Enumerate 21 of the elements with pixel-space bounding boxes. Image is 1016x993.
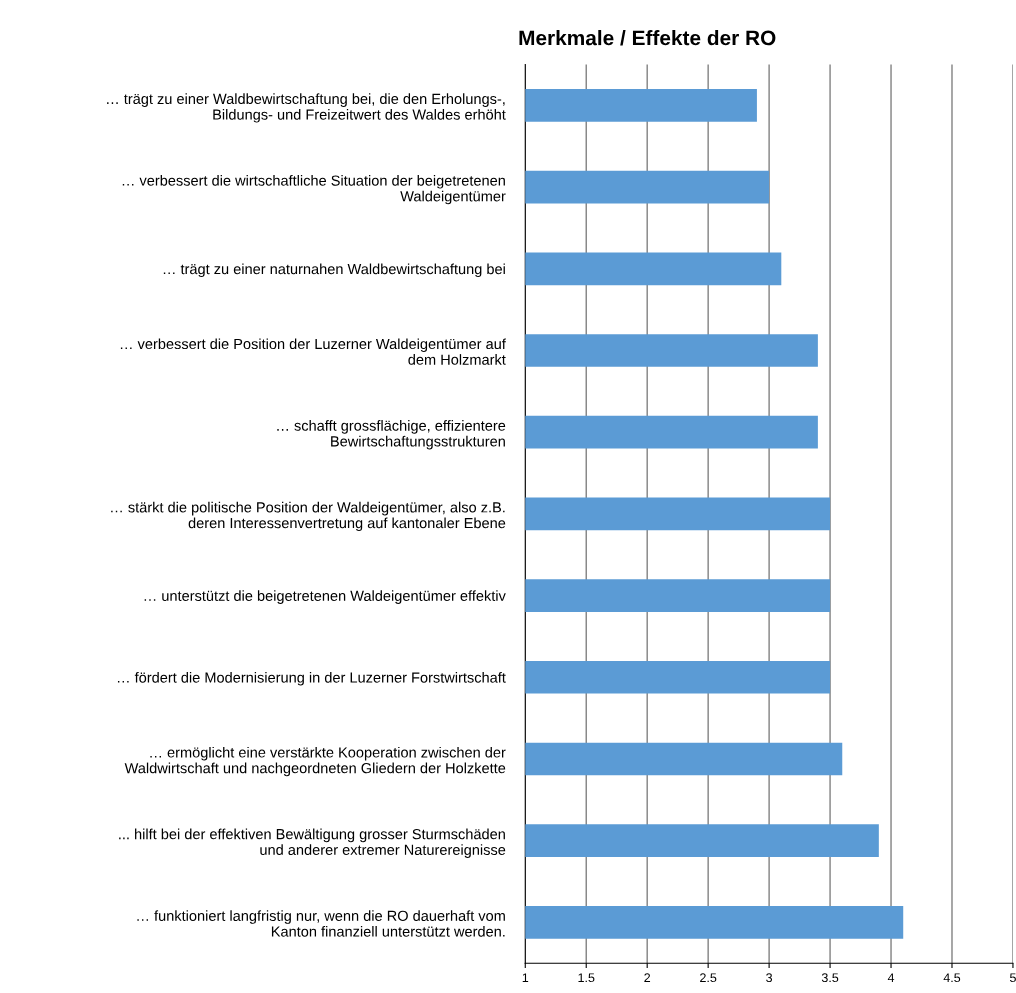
x-tick-label: 2 [644,973,651,982]
y-tick-label: … trägt zu einer Waldbewirtschaftung bei, die den Erholungs-, Bildungs- und Freizeitwert des Waldes erhöht [107,93,506,123]
x-tick-label: 3 [766,973,773,983]
y-tick-label: … verbessert die wirtschaftliche Situation der beigetretenen Waldeigentümer [122,175,506,205]
x-tick-label: 1 [522,973,529,982]
x-tick-label: 3.5 [821,973,839,983]
x-tick-label: 1.5 [578,973,595,983]
y-tick-label: … stärkt die politische Position der Waldeigentümer, also z.B. deren Interessenvertretung auf kantonaler Ebene [111,501,506,532]
y-tick-label: … ermöglicht eine verstärkte Kooperation zwischen der Waldwirtschaft und nachgeordneten Gliedern der Holzkette [124,746,506,777]
y-tick-label: … schafft grossflächige, effizientere Bewirtschaftungsstrukturen [277,420,506,450]
y-tick-label: … unterstützt die beigetretenen Waldeigentümer effektiv [144,590,506,604]
x-tick-label: 4 [887,973,895,982]
y-tick-label: … verbessert die Position der Luzerner Waldeigentümer auf dem Holzmarkt [120,338,506,365]
y-tick-label: … fördert die Modernisierung in der Luzerner Forstwirtschaft [117,671,506,686]
y-tick-label: … funktioniert langfristig nur, wenn die RO dauerhaft vom Kanton finanziell unterstützt werden. [137,910,505,937]
x-tick-label: 4.5 [943,973,961,983]
x-tick-label: 2.5 [700,973,717,983]
y-tick-label: … trägt zu einer naturnahen Waldbewirtschaftung bei [163,263,505,278]
chart-title: Merkmale / Effekte der RO [519,30,776,46]
y-tick-label: ... hilft bei der effektiven Bewältigung grosser Sturmschäden und anderer extremer Naturereignisse [119,828,506,858]
x-tick-label: 5 [1009,973,1016,983]
